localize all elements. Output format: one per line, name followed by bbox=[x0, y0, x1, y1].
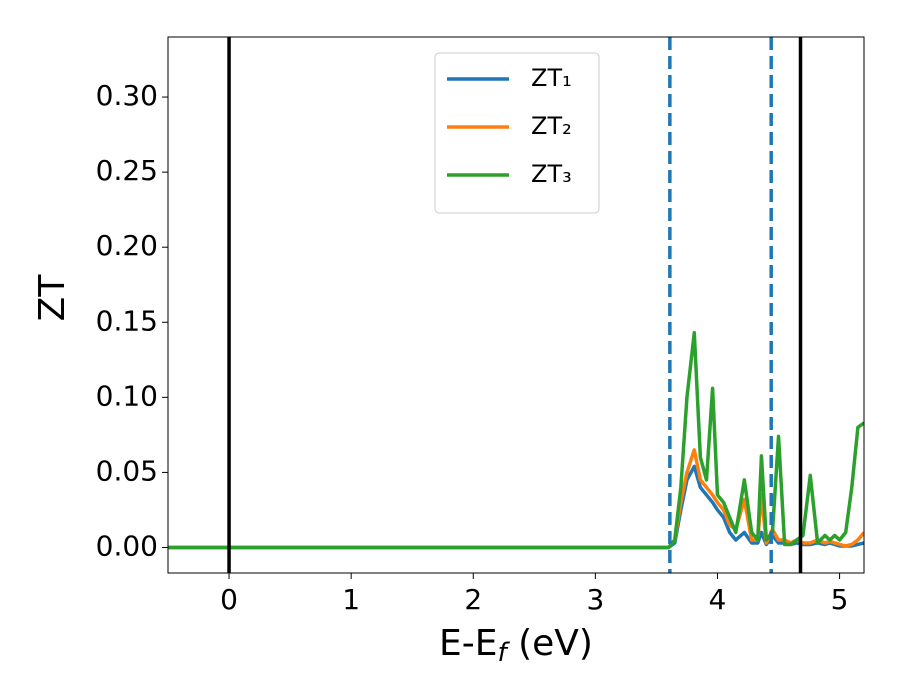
x-axis-label: E-Ef (eV) bbox=[439, 623, 593, 668]
legend-box bbox=[434, 52, 600, 214]
x-tick-label: 4 bbox=[709, 583, 727, 616]
plot bbox=[168, 37, 864, 573]
legend-label: ZT₁ bbox=[531, 64, 572, 92]
x-tick-label: 1 bbox=[342, 583, 360, 616]
plot-frame bbox=[167, 36, 865, 574]
x-tick-label: 3 bbox=[586, 583, 604, 616]
y-tick-label: 0.30 bbox=[96, 79, 158, 112]
y-tick-label: 0.10 bbox=[96, 379, 158, 412]
legend-label: ZT₃ bbox=[531, 160, 572, 188]
x-tick-label: 0 bbox=[220, 583, 238, 616]
y-tick-label: 0.00 bbox=[96, 529, 158, 562]
x-label-part: (eV) bbox=[507, 623, 593, 664]
legend-label: ZT₂ bbox=[531, 112, 572, 140]
y-tick-label: 0.05 bbox=[96, 454, 158, 487]
y-tick-label: 0.25 bbox=[96, 154, 158, 187]
series-line bbox=[168, 331, 864, 550]
x-tick-label: 5 bbox=[831, 583, 849, 616]
x-label-part: E-E bbox=[439, 623, 497, 664]
y-tick-label: 0.20 bbox=[96, 229, 158, 262]
y-axis-label: ZT bbox=[32, 274, 73, 322]
x-tick-label: 2 bbox=[464, 583, 482, 616]
y-tick-label: 0.15 bbox=[96, 304, 158, 337]
